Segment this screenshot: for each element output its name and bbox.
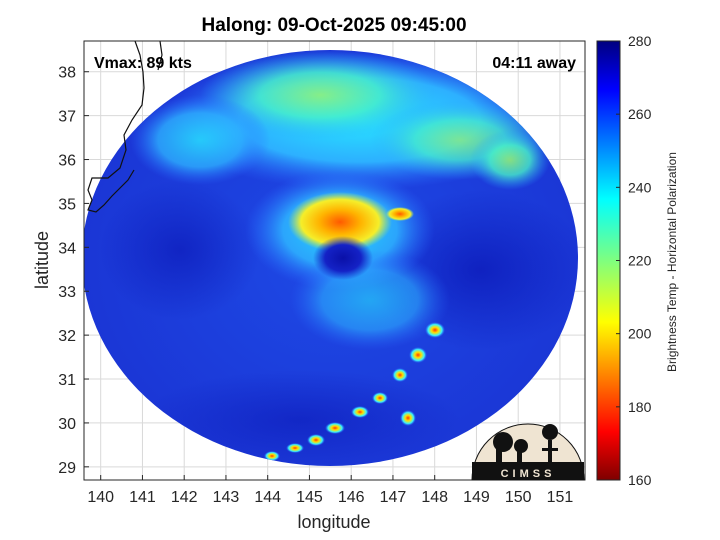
x-tick-label: 140 <box>87 489 114 506</box>
plot-frame <box>83 40 586 481</box>
cimss-logo: CIMSS <box>471 423 585 481</box>
x-tick-label: 143 <box>213 489 240 506</box>
y-tick-label: 37 <box>58 109 76 126</box>
x-axis-label: longitude <box>297 512 370 532</box>
x-tick-label: 147 <box>380 489 407 506</box>
colorbar-tick-label: 240 <box>628 179 652 195</box>
coastline <box>87 40 163 213</box>
logo-text: CIMSS <box>501 468 556 480</box>
colorbar-tick-label: 220 <box>628 253 652 269</box>
vmax-label: Vmax: 89 kts <box>94 55 192 72</box>
colorbar-tick-label: 200 <box>628 326 652 342</box>
y-tick-label: 33 <box>58 284 76 301</box>
figure-title: Halong: 09-Oct-2025 09:45:00 <box>201 15 466 36</box>
x-tick-label: 144 <box>254 489 281 506</box>
y-tick-label: 38 <box>58 65 76 82</box>
y-axis-ticks: 29 30 31 32 33 34 35 36 37 38 <box>58 65 89 477</box>
x-tick-label: 146 <box>338 489 365 506</box>
y-tick-label: 29 <box>58 460 76 477</box>
y-tick-label: 35 <box>58 196 76 213</box>
colorbar-label: Brightness Temp - Horizontal Polarizatio… <box>665 152 679 372</box>
x-tick-label: 142 <box>171 489 198 506</box>
y-tick-label: 30 <box>58 416 76 433</box>
x-tick-label: 148 <box>421 489 448 506</box>
y-tick-label: 36 <box>58 153 76 170</box>
x-tick-label: 141 <box>129 489 156 506</box>
x-tick-label: 145 <box>296 489 323 506</box>
colorbar-tick-label: 280 <box>628 33 652 49</box>
colorbar-tick-label: 180 <box>628 399 652 415</box>
colorbar: 160 180 200 220 240 260 280 Brightness Temp - … <box>596 33 679 488</box>
x-axis-ticks: 140 141 142 143 144 145 146 147 148 149 150 151 <box>87 475 573 506</box>
y-tick-label: 34 <box>58 240 76 257</box>
x-tick-label: 150 <box>505 489 532 506</box>
y-tick-label: 32 <box>58 328 76 345</box>
colorbar-tick-label: 260 <box>628 106 652 122</box>
y-axis-label: latitude <box>32 231 52 289</box>
colorbar-ticks: 160 180 200 220 240 260 280 <box>616 33 652 488</box>
time-away-label: 04:11 away <box>492 55 576 72</box>
y-tick-label: 31 <box>58 372 76 389</box>
colorbar-tick-label: 160 <box>628 472 652 488</box>
x-tick-label: 149 <box>463 489 490 506</box>
x-tick-label: 151 <box>547 489 574 506</box>
